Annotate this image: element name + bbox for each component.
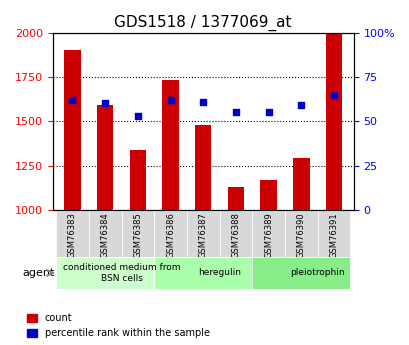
FancyBboxPatch shape bbox=[219, 210, 252, 257]
Point bbox=[297, 102, 304, 108]
Text: GSM76389: GSM76389 bbox=[263, 212, 272, 258]
Point bbox=[134, 113, 141, 119]
FancyBboxPatch shape bbox=[252, 210, 284, 257]
FancyBboxPatch shape bbox=[89, 210, 121, 257]
Text: conditioned medium from
BSN cells: conditioned medium from BSN cells bbox=[63, 263, 180, 283]
Bar bbox=[260, 180, 276, 210]
Point bbox=[232, 110, 238, 115]
Legend: count, percentile rank within the sample: count, percentile rank within the sample bbox=[25, 312, 211, 340]
Bar bbox=[97, 105, 113, 210]
FancyBboxPatch shape bbox=[317, 210, 350, 257]
FancyBboxPatch shape bbox=[252, 257, 350, 289]
FancyBboxPatch shape bbox=[154, 210, 187, 257]
Bar bbox=[227, 187, 243, 210]
Text: GSM76383: GSM76383 bbox=[68, 212, 77, 258]
Text: GSM76391: GSM76391 bbox=[329, 212, 338, 258]
Text: GSM76390: GSM76390 bbox=[296, 212, 305, 258]
Text: GSM76385: GSM76385 bbox=[133, 212, 142, 258]
FancyBboxPatch shape bbox=[154, 257, 252, 289]
Point bbox=[330, 92, 337, 97]
FancyBboxPatch shape bbox=[56, 210, 89, 257]
Text: GSM76386: GSM76386 bbox=[166, 212, 175, 258]
Text: GSM76387: GSM76387 bbox=[198, 212, 207, 258]
FancyBboxPatch shape bbox=[187, 210, 219, 257]
Bar bbox=[195, 125, 211, 210]
FancyBboxPatch shape bbox=[56, 257, 154, 289]
Point bbox=[69, 97, 76, 103]
Title: GDS1518 / 1377069_at: GDS1518 / 1377069_at bbox=[114, 15, 291, 31]
Point bbox=[101, 101, 108, 106]
Point bbox=[265, 110, 271, 115]
Point bbox=[167, 97, 173, 103]
Bar bbox=[162, 80, 178, 210]
Bar bbox=[292, 158, 309, 210]
FancyBboxPatch shape bbox=[121, 210, 154, 257]
Bar bbox=[325, 32, 342, 210]
Text: heregulin: heregulin bbox=[198, 268, 240, 277]
Text: GSM76384: GSM76384 bbox=[101, 212, 109, 258]
Text: pleiotrophin: pleiotrophin bbox=[290, 268, 344, 277]
Text: agent: agent bbox=[22, 268, 54, 278]
Text: GSM76388: GSM76388 bbox=[231, 212, 240, 258]
Bar bbox=[64, 50, 81, 210]
Bar bbox=[129, 149, 146, 210]
Point bbox=[200, 99, 206, 105]
FancyBboxPatch shape bbox=[284, 210, 317, 257]
